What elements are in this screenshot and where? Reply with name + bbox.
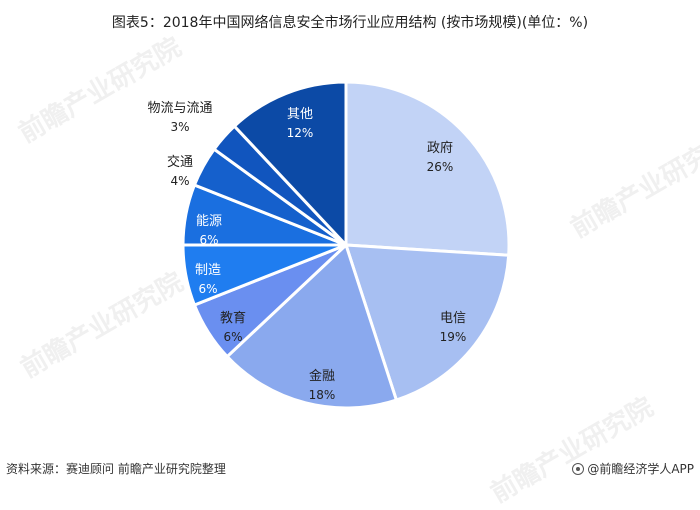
- slice-label: 电信: [440, 311, 466, 326]
- slice-label: 金融: [309, 368, 335, 384]
- slice-label: 教育: [220, 310, 246, 326]
- slice-value-label: 6%: [223, 330, 242, 344]
- slice-value-label: 3%: [170, 120, 189, 134]
- slice-value-label: 12%: [287, 126, 314, 140]
- brand-text: @前瞻经济学人APP: [587, 462, 694, 476]
- brand-credit: @前瞻经济学人APP: [572, 460, 694, 477]
- brand-logo-icon: [572, 462, 585, 475]
- slice-label: 政府: [427, 141, 453, 156]
- pie-slice: [343, 243, 511, 402]
- source-note: 资料来源：赛迪顾问 前瞻产业研究院整理: [6, 462, 226, 476]
- chart-title: 图表5：2018年中国网络信息安全市场行业应用结构 (按市场规模)(单位：%): [111, 15, 589, 31]
- pie-chart: 政府26%电信19%金融18%教育6%制造6%能源6%交通4%物流与流通3%其他…: [147, 80, 511, 410]
- slice-value-label: 19%: [440, 330, 467, 344]
- slice-value-label: 26%: [427, 160, 454, 174]
- pie-slice: [344, 80, 511, 257]
- slice-label: 其他: [287, 107, 313, 122]
- slice-value-label: 18%: [309, 388, 336, 402]
- slice-label: 能源: [196, 214, 222, 229]
- slice-label: 制造: [195, 263, 221, 278]
- slice-value-label: 4%: [170, 174, 189, 188]
- pie-slice: [225, 242, 399, 410]
- slice-value-label: 6%: [199, 233, 218, 247]
- slice-label: 物流与流通: [147, 101, 212, 116]
- slice-value-label: 6%: [198, 282, 217, 296]
- pie-slice: [232, 80, 348, 249]
- slice-label: 交通: [167, 154, 193, 170]
